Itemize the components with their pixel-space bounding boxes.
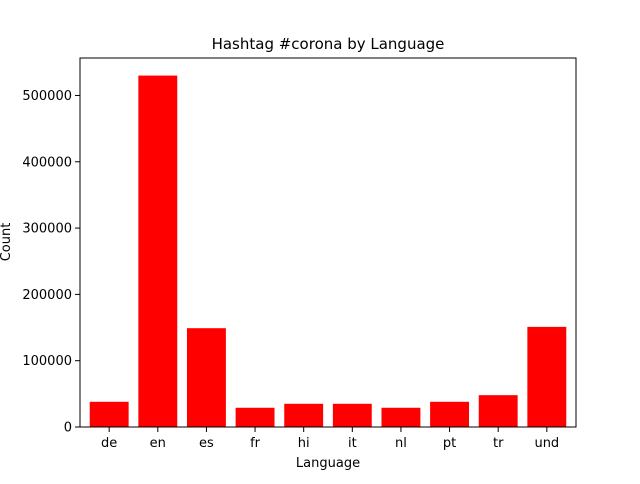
x-tick-label-fr: fr [250,436,261,451]
y-axis-label: Count [0,223,14,262]
x-tick-label-nl: nl [395,436,407,451]
bar-en [138,75,178,427]
bar-de [89,401,129,427]
y-tick-label: 300000 [22,222,72,237]
y-tick-label: 0 [64,421,72,436]
bar-pt [430,401,470,427]
bar-nl [381,407,421,427]
x-tick-label-und: und [534,436,559,451]
bar-fr [235,407,275,427]
bar-hi [284,403,324,427]
y-tick-label: 200000 [22,288,72,303]
chart-title: Hashtag #corona by Language [212,35,445,53]
bar-tr [478,395,518,427]
x-tick-label-tr: tr [493,436,504,451]
y-axis-ticks: 0 100000 200000 300000 400000 500000 [22,89,80,436]
x-tick-label-de: de [101,436,117,451]
plot-frame [79,57,577,428]
x-axis-label: Language [296,456,360,471]
x-tick-label-it: it [348,436,357,451]
y-tick-label: 400000 [22,155,72,170]
x-tick-label-pt: pt [443,436,456,451]
bar-it [332,403,372,427]
y-tick-label: 100000 [22,354,72,369]
x-tick-label-es: es [199,436,214,451]
x-axis-ticks: de en es fr hi it nl pt tr und [101,427,559,451]
x-tick-label-hi: hi [298,436,310,451]
x-tick-label-en: en [150,436,166,451]
bars-group [89,75,567,427]
y-tick-label: 500000 [22,89,72,104]
bar-und [527,326,567,427]
bar-es [186,328,226,427]
